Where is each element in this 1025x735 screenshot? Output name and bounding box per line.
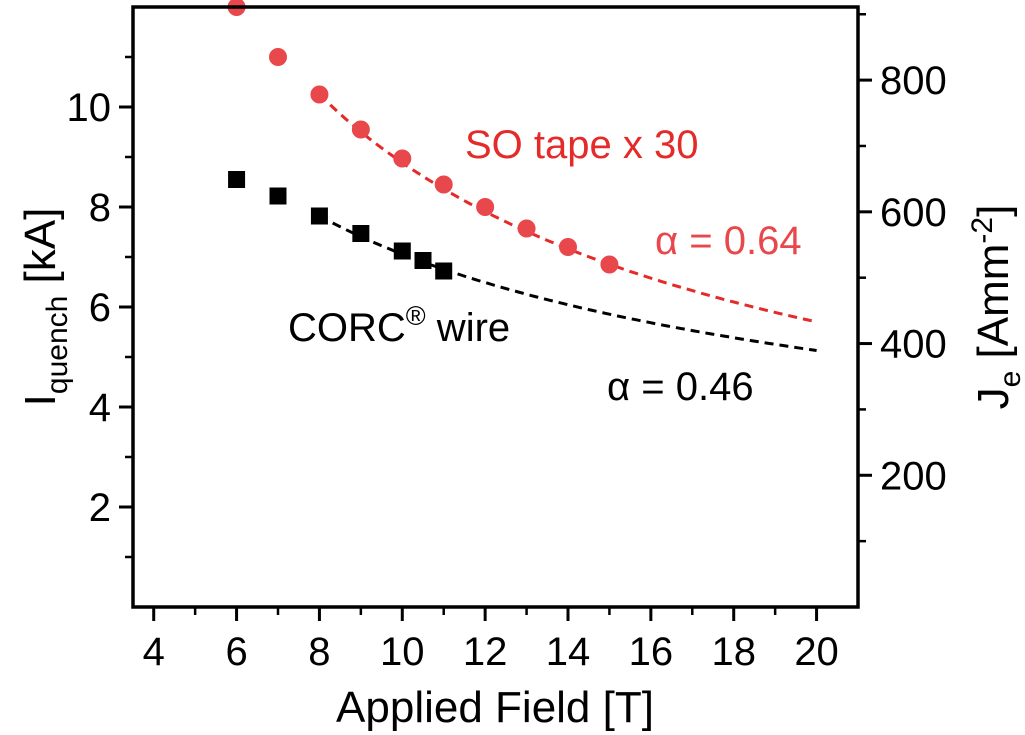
x-axis-ticks: 4 6 8 10 12 14 16 18 20: [143, 607, 839, 674]
y2-tick-label: 800: [880, 59, 947, 103]
y-tick-label: 8: [89, 186, 111, 230]
so-tape-point: [434, 175, 453, 194]
corc-wire-point: [393, 242, 411, 260]
y-tick-label: 2: [89, 486, 111, 530]
corc-wire-alpha-label: α = 0.46: [607, 365, 754, 409]
so-tape-point: [559, 238, 577, 256]
y2-tick-label: 600: [880, 191, 947, 235]
so-tape-label: SO tape x 30: [465, 123, 698, 167]
so-tape-point: [351, 120, 370, 139]
x-axis-title: Applied Field [T]: [336, 683, 654, 732]
x-tick-label: 12: [463, 630, 508, 674]
x-tick-label: 6: [225, 630, 247, 674]
y2-axis-title: Je [Amm-2]: [966, 205, 1025, 410]
corc-wire-label: CORC® wire: [288, 301, 510, 350]
so-tape-point: [476, 198, 495, 216]
x-tick-label: 20: [794, 630, 839, 674]
y2-axis-ticks: 200 400 600 800: [858, 12, 947, 543]
x-tick-label: 10: [380, 630, 425, 674]
y-tick-label: 6: [89, 286, 111, 330]
y-axis-ticks: 2 4 6 8 10: [67, 55, 133, 559]
corc-wire-point: [310, 207, 328, 225]
corc-wire-point: [414, 252, 432, 269]
x-tick-label: 14: [546, 630, 591, 674]
y2-tick-label: 200: [880, 454, 947, 498]
y-axis-title: Iquench [kA]: [16, 208, 74, 407]
x-tick-label: 18: [711, 630, 756, 674]
data-points: [227, 0, 619, 280]
y-tick-label: 10: [67, 86, 112, 130]
corc-wire-point: [228, 171, 246, 188]
x-tick-label: 8: [308, 630, 330, 674]
x-tick-label: 4: [143, 630, 165, 674]
y-tick-label: 4: [89, 386, 111, 430]
so-tape-point: [517, 219, 536, 238]
so-tape-point: [393, 149, 412, 168]
y2-tick-label: 400: [880, 323, 947, 367]
corc-wire-point: [435, 262, 453, 280]
x-tick-label: 16: [629, 630, 674, 674]
corc-wire-point: [352, 225, 370, 242]
so-tape-point: [310, 85, 329, 104]
so-tape-alpha-label: α = 0.64: [655, 219, 802, 263]
corc-wire-point: [269, 187, 287, 205]
so-tape-point: [600, 255, 619, 274]
so-tape-point: [269, 48, 287, 66]
